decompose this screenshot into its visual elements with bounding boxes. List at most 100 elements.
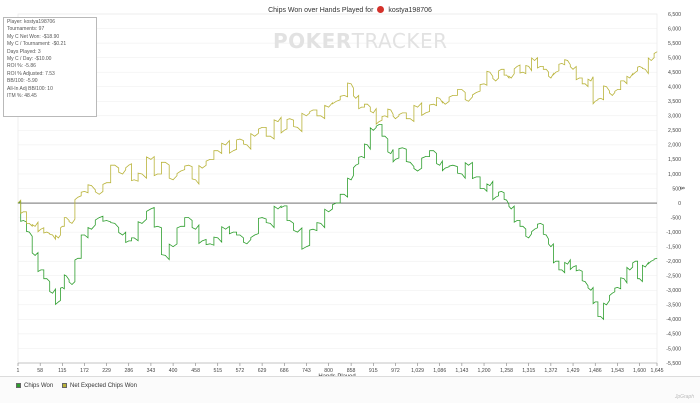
data-point — [312, 228, 314, 230]
data-point — [355, 98, 357, 99]
data-point — [629, 77, 631, 79]
x-tick-label: 1,086 — [433, 368, 446, 374]
x-tick-label: 915 — [369, 368, 378, 374]
data-point — [373, 112, 374, 114]
legend-swatch-chips-won — [16, 383, 21, 388]
data-point — [545, 69, 547, 70]
y-tick-label: 6,000 — [668, 26, 681, 32]
watermark-poker: POKER — [273, 29, 352, 53]
data-point — [540, 223, 541, 224]
stats-line: My C / Day: -$10.00 — [7, 56, 52, 63]
data-point — [141, 173, 143, 175]
data-point — [77, 258, 79, 259]
data-point — [239, 138, 241, 140]
data-point — [320, 115, 322, 117]
data-point — [623, 80, 625, 82]
legend-swatch-net-expected — [62, 383, 67, 388]
legend-item-net-expected[interactable]: Net Expected Chips Won — [62, 383, 137, 389]
data-point — [417, 106, 418, 108]
data-point — [550, 246, 552, 247]
data-point — [141, 223, 143, 224]
x-tick-label: 343 — [147, 368, 156, 374]
data-point — [209, 159, 211, 160]
data-point — [567, 263, 568, 265]
data-point — [29, 223, 30, 224]
data-point — [623, 278, 625, 280]
data-point — [284, 205, 285, 207]
data-point — [172, 179, 174, 181]
data-point — [528, 66, 529, 67]
y-tick-label: 5,000 — [668, 55, 681, 61]
data-point — [545, 234, 547, 236]
data-point — [254, 234, 255, 236]
data-point — [122, 234, 123, 236]
data-point — [439, 98, 441, 99]
data-point — [172, 246, 174, 247]
data-point — [635, 71, 636, 73]
data-point — [555, 71, 557, 73]
stats-line: My C Net Won: -$18.90 — [7, 33, 60, 40]
data-point — [150, 208, 152, 210]
data-point — [561, 269, 563, 271]
data-point — [395, 159, 396, 160]
data-point — [114, 223, 116, 224]
data-point — [71, 223, 73, 224]
series-line-chips-won — [17, 124, 658, 321]
x-tick-label: 800 — [324, 368, 333, 374]
data-point — [635, 260, 636, 262]
y-tick-label: 500 — [672, 186, 681, 192]
stats-line: Tournaments: 97 — [7, 26, 45, 33]
data-point — [297, 127, 298, 128]
x-tick-label: 458 — [191, 368, 200, 374]
grid-layer — [17, 13, 658, 364]
x-tick-label: 1,200 — [478, 368, 491, 374]
x-tick-label: 1,600 — [633, 368, 646, 374]
data-point — [579, 77, 580, 79]
data-point — [501, 69, 502, 70]
data-point — [444, 167, 446, 169]
data-point — [452, 95, 454, 96]
data-point — [84, 234, 85, 236]
data-point — [98, 217, 100, 218]
data-point — [297, 231, 298, 233]
data-point — [157, 173, 158, 175]
data-point — [84, 191, 85, 192]
data-point — [384, 115, 386, 117]
data-point — [534, 60, 535, 61]
data-point — [289, 220, 291, 221]
data-point — [98, 194, 100, 195]
data-point — [23, 220, 24, 221]
y-tick-label: -1,000 — [666, 230, 681, 236]
data-point — [495, 80, 497, 82]
data-point — [306, 115, 307, 117]
data-point — [540, 66, 541, 67]
data-point — [29, 231, 30, 233]
x-tick-label: 686 — [280, 368, 289, 374]
data-point — [277, 208, 279, 210]
data-point — [561, 63, 563, 64]
data-point — [483, 83, 485, 85]
data-point — [306, 246, 307, 247]
y-tick-label: 2,500 — [668, 128, 681, 134]
legend-item-chips-won[interactable]: Chips Won — [16, 383, 53, 389]
x-tick-label: 1,315 — [522, 368, 535, 374]
data-point — [384, 135, 386, 137]
x-tick-label: 972 — [391, 368, 400, 374]
data-point — [390, 153, 392, 154]
data-point — [233, 231, 234, 233]
data-point — [417, 170, 418, 172]
data-point — [567, 60, 568, 61]
x-tick-label: 1,372 — [544, 368, 557, 374]
data-point — [476, 92, 477, 93]
data-point — [114, 164, 116, 166]
y-tick-label: -2,500 — [666, 274, 681, 280]
data-point — [390, 109, 392, 111]
data-point — [461, 89, 463, 90]
data-point — [91, 228, 92, 230]
y-tick-label: -1,500 — [666, 244, 681, 250]
data-point — [23, 211, 24, 213]
data-point — [34, 226, 36, 227]
data-point — [572, 69, 574, 70]
x-tick-label: 58 — [37, 368, 43, 374]
